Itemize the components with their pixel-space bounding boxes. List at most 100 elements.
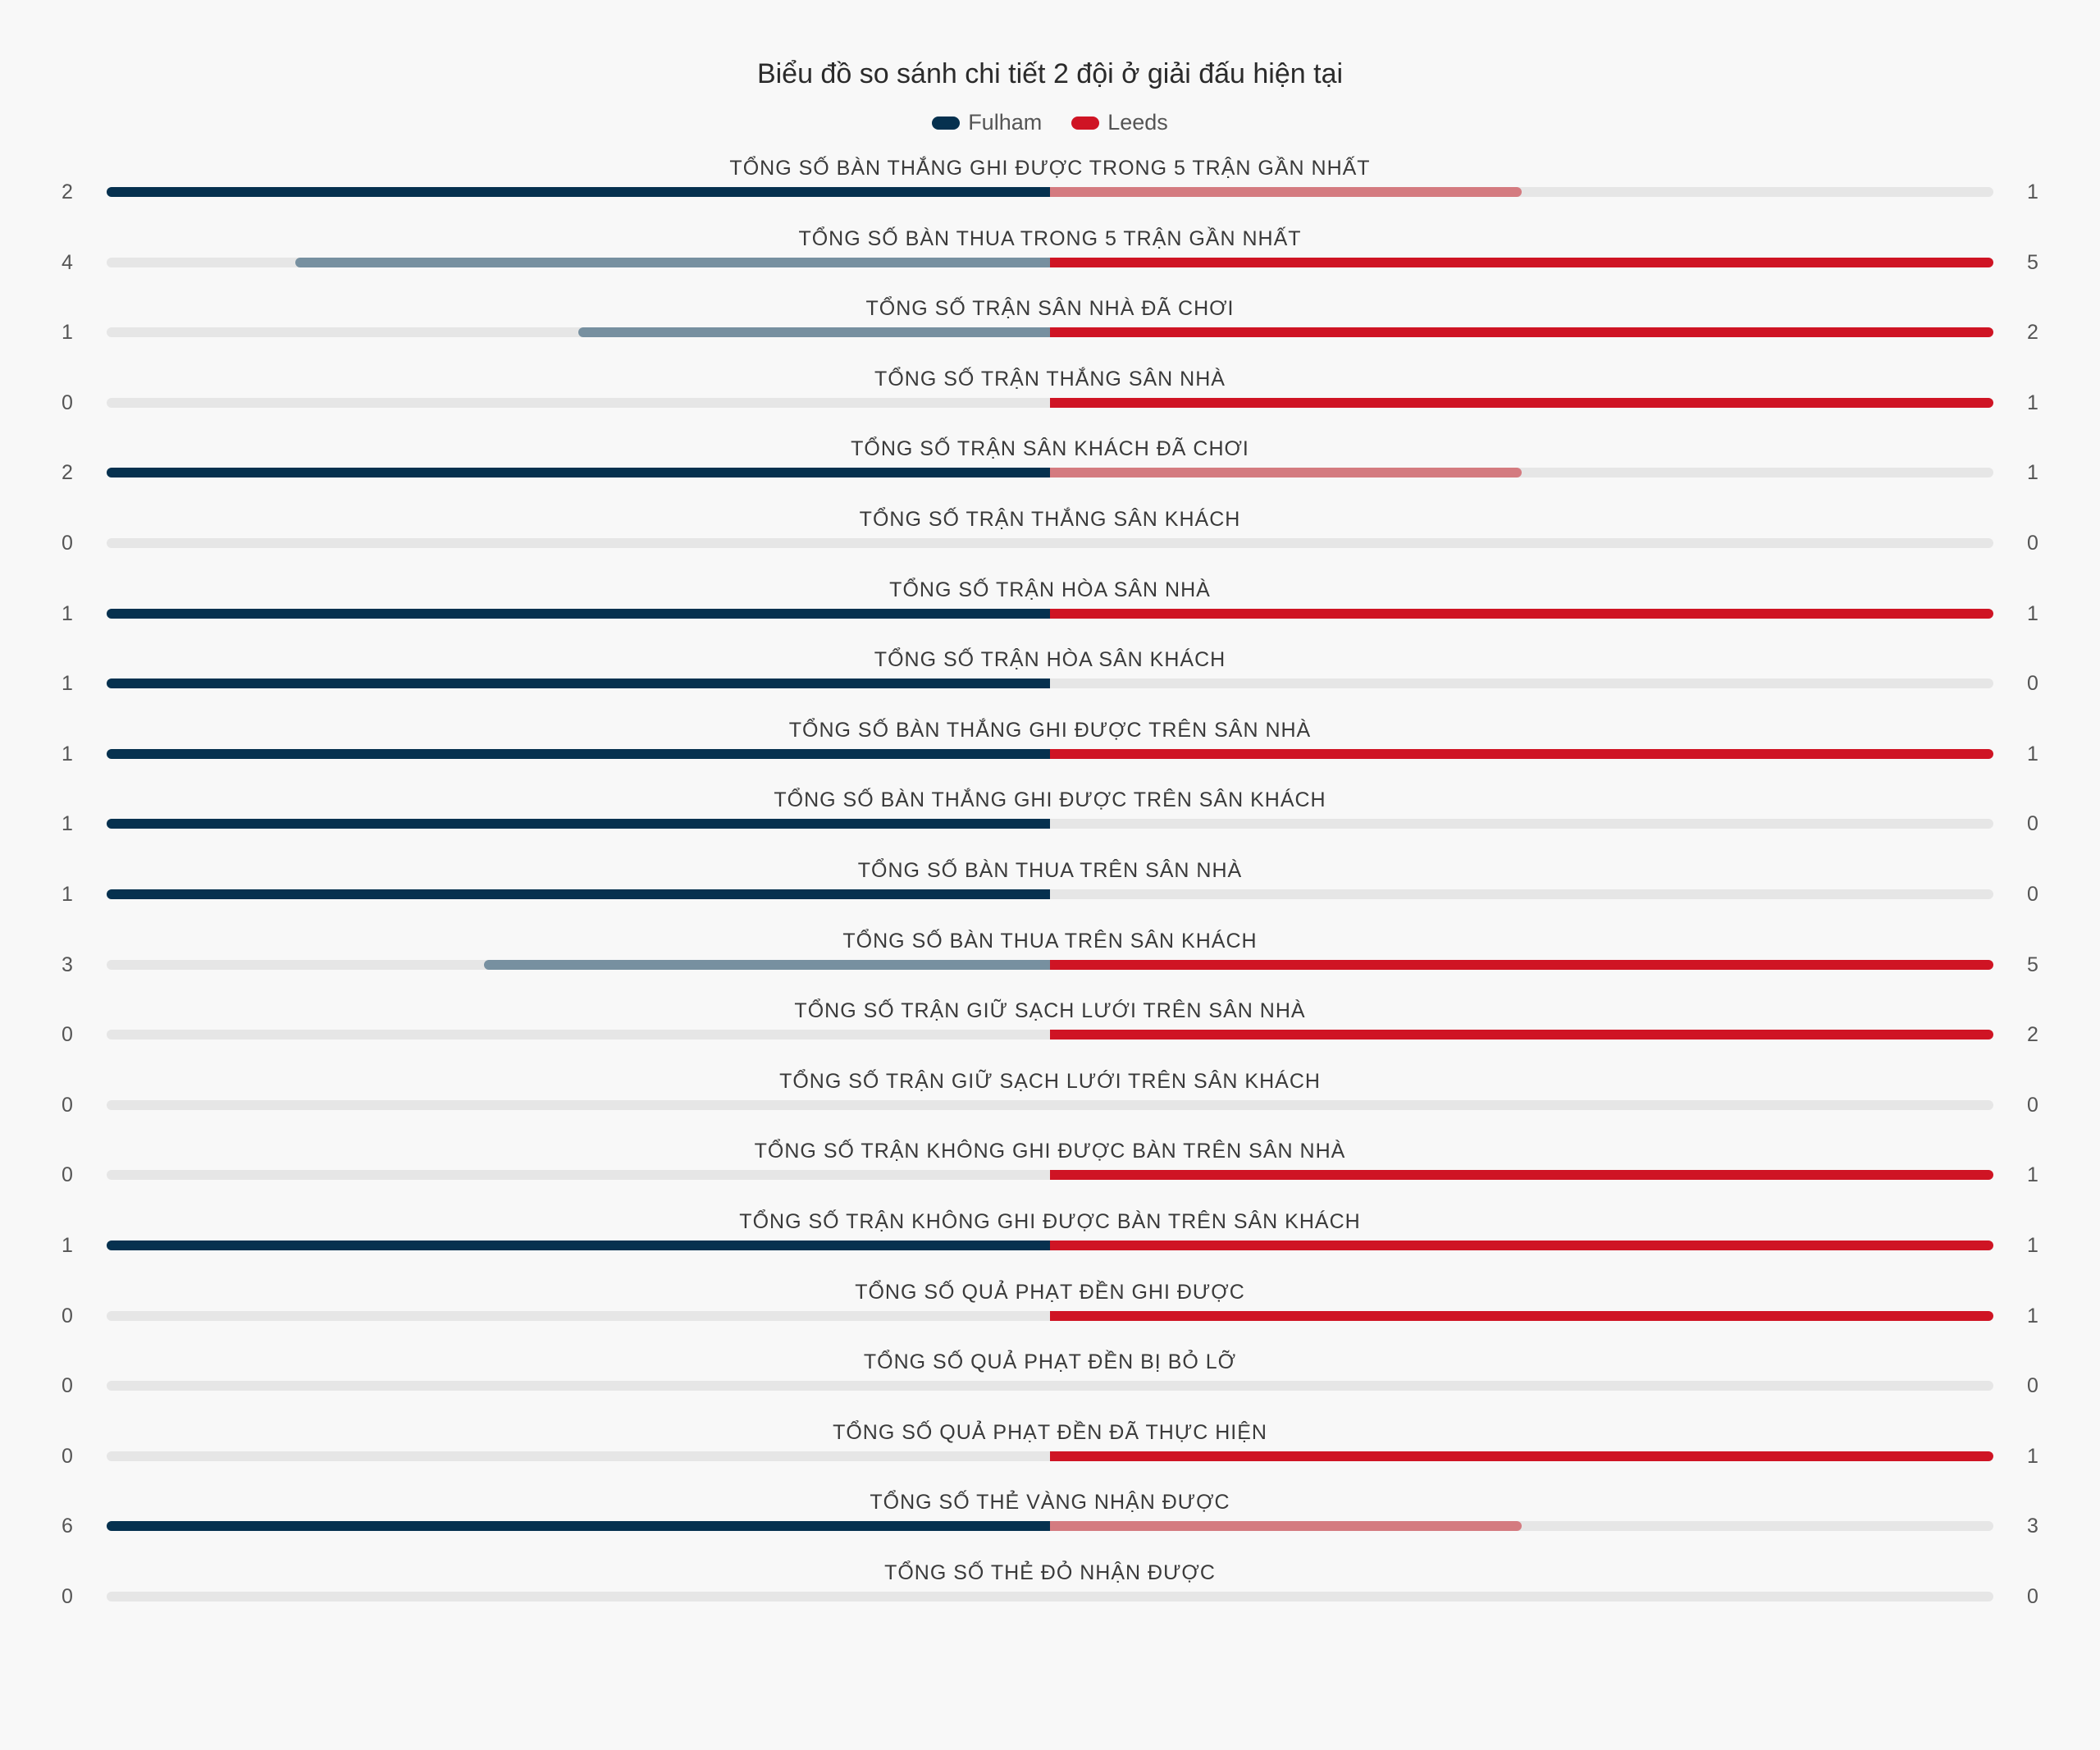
leeds-value: 0 xyxy=(2027,532,2038,555)
bar-track xyxy=(107,257,1993,267)
legend-item-leeds[interactable]: Leeds xyxy=(1071,110,1168,135)
stat-row: TỔNG SỐ TRẬN HÒA SÂN NHÀ 1 1 xyxy=(0,576,2100,647)
fulham-value: 0 xyxy=(62,1093,73,1117)
bar-track xyxy=(107,1592,1993,1602)
leeds-value: 5 xyxy=(2027,250,2038,274)
bar-track xyxy=(107,679,1993,689)
fulham-bar[interactable] xyxy=(295,257,1050,267)
fulham-bar[interactable] xyxy=(107,889,1050,899)
leeds-bar[interactable] xyxy=(1050,608,1993,619)
leeds-value: 1 xyxy=(2027,601,2038,625)
bar-track xyxy=(107,1241,1993,1250)
bar-track xyxy=(107,538,1993,548)
leeds-bar[interactable] xyxy=(1050,1521,1522,1532)
leeds-value: 1 xyxy=(2027,742,2038,765)
fulham-value: 0 xyxy=(62,1304,73,1327)
stat-label: TỔNG SỐ THẺ ĐỎ NHẬN ĐƯỢC xyxy=(884,1561,1216,1584)
stat-row: TỔNG SỐ TRẬN SÂN NHÀ ĐÃ CHƠI 1 2 xyxy=(0,295,2100,365)
stat-label: TỔNG SỐ QUẢ PHẠT ĐỀN GHI ĐƯỢC xyxy=(855,1280,1245,1304)
stat-label: TỔNG SỐ BÀN THẮNG GHI ĐƯỢC TRONG 5 TRẬN … xyxy=(729,157,1371,180)
leeds-bar[interactable] xyxy=(1050,468,1522,478)
bar-track xyxy=(107,1381,1993,1391)
bar-track xyxy=(107,608,1993,619)
stat-label: TỔNG SỐ QUẢ PHẠT ĐỀN ĐÃ THỰC HIỆN xyxy=(833,1420,1267,1444)
leeds-bar[interactable] xyxy=(1050,327,1993,338)
stat-label: TỔNG SỐ BÀN THẮNG GHI ĐƯỢC TRÊN SÂN NHÀ xyxy=(788,718,1312,742)
fulham-value: 6 xyxy=(62,1515,73,1538)
legend-item-fulham[interactable]: Fulham xyxy=(932,110,1042,135)
stat-row: TỔNG SỐ QUẢ PHẠT ĐỀN BỊ BỎ LỠ 0 0 xyxy=(0,1348,2100,1419)
leeds-bar[interactable] xyxy=(1050,959,1993,970)
bar-track xyxy=(107,327,1993,338)
leeds-bar[interactable] xyxy=(1050,748,1993,759)
leeds-bar[interactable] xyxy=(1050,1170,1993,1181)
leeds-value: 1 xyxy=(2027,391,2038,414)
leeds-value: 1 xyxy=(2027,1304,2038,1327)
stat-label: TỔNG SỐ TRẬN HÒA SÂN KHÁCH xyxy=(874,648,1226,672)
stat-row: TỔNG SỐ TRẬN SÂN KHÁCH ĐÃ CHƠI 2 1 xyxy=(0,435,2100,505)
stat-row: TỔNG SỐ BÀN THUA TRONG 5 TRẬN GẦN NHẤT 4 5 xyxy=(0,225,2100,295)
leeds-value: 1 xyxy=(2027,1163,2038,1187)
fulham-bar[interactable] xyxy=(107,819,1050,829)
stat-row: TỔNG SỐ QUẢ PHẠT ĐỀN GHI ĐƯỢC 0 1 xyxy=(0,1278,2100,1349)
leeds-value: 0 xyxy=(2027,1374,2038,1398)
stat-row: TỔNG SỐ TRẬN THẮNG SÂN NHÀ 0 1 xyxy=(0,365,2100,436)
stat-label: TỔNG SỐ TRẬN HÒA SÂN NHÀ xyxy=(889,578,1211,601)
leeds-value: 0 xyxy=(2027,883,2038,906)
bar-track xyxy=(107,187,1993,197)
fulham-value: 0 xyxy=(62,1023,73,1047)
fulham-value: 1 xyxy=(62,321,73,345)
leeds-value: 2 xyxy=(2027,321,2038,345)
fulham-value: 0 xyxy=(62,1163,73,1187)
leeds-bar[interactable] xyxy=(1050,1030,1993,1040)
leeds-bar[interactable] xyxy=(1050,257,1993,267)
leeds-value: 5 xyxy=(2027,953,2038,976)
leeds-value: 0 xyxy=(2027,812,2038,836)
stat-label: TỔNG SỐ TRẬN THẮNG SÂN NHÀ xyxy=(874,367,1226,391)
stat-label: TỔNG SỐ TRẬN GIỮ SẠCH LƯỚI TRÊN SÂN NHÀ xyxy=(794,999,1306,1023)
leeds-bar[interactable] xyxy=(1050,1451,1993,1461)
bar-track xyxy=(107,468,1993,478)
fulham-value: 0 xyxy=(62,1585,73,1608)
stat-row: TỔNG SỐ BÀN THUA TRÊN SÂN NHÀ 1 0 xyxy=(0,857,2100,927)
fulham-value: 0 xyxy=(62,532,73,555)
stat-label: TỔNG SỐ BÀN THUA TRÊN SÂN KHÁCH xyxy=(842,929,1258,953)
stat-row: TỔNG SỐ TRẬN GIỮ SẠCH LƯỚI TRÊN SÂN NHÀ 0… xyxy=(0,997,2100,1067)
fulham-value: 1 xyxy=(62,601,73,625)
stat-label: TỔNG SỐ BÀN THUA TRÊN SÂN NHÀ xyxy=(857,859,1243,882)
bar-track xyxy=(107,748,1993,759)
fulham-value: 1 xyxy=(62,672,73,696)
stat-label: TỔNG SỐ TRẬN SÂN NHÀ ĐÃ CHƠI xyxy=(865,297,1235,321)
fulham-bar[interactable] xyxy=(107,679,1050,689)
fulham-value: 2 xyxy=(62,461,73,485)
bar-track xyxy=(107,1521,1993,1532)
leeds-bar[interactable] xyxy=(1050,1310,1993,1321)
fulham-bar[interactable] xyxy=(107,608,1050,619)
leeds-value: 1 xyxy=(2027,180,2038,203)
leeds-bar[interactable] xyxy=(1050,397,1993,408)
fulham-bar[interactable] xyxy=(484,959,1050,970)
fulham-bar[interactable] xyxy=(107,1241,1050,1250)
leeds-bar[interactable] xyxy=(1050,187,1522,197)
leeds-value: 0 xyxy=(2027,1585,2038,1608)
fulham-bar[interactable] xyxy=(578,327,1050,338)
stat-row: TỔNG SỐ QUẢ PHẠT ĐỀN ĐÃ THỰC HIỆN 0 1 xyxy=(0,1419,2100,1489)
stat-row: TỔNG SỐ TRẬN HÒA SÂN KHÁCH 1 0 xyxy=(0,646,2100,716)
fulham-bar[interactable] xyxy=(107,187,1050,197)
fulham-bar[interactable] xyxy=(107,468,1050,478)
leeds-value: 0 xyxy=(2027,672,2038,696)
leeds-value: 1 xyxy=(2027,461,2038,485)
fulham-value: 1 xyxy=(62,742,73,765)
leeds-bar[interactable] xyxy=(1050,1241,1993,1250)
fulham-value: 3 xyxy=(62,953,73,976)
stat-label: TỔNG SỐ TRẬN SÂN KHÁCH ĐÃ CHƠI xyxy=(851,437,1249,461)
fulham-value: 0 xyxy=(62,1444,73,1468)
stat-row: TỔNG SỐ TRẬN GIỮ SẠCH LƯỚI TRÊN SÂN KHÁC… xyxy=(0,1067,2100,1138)
stat-row: TỔNG SỐ BÀN THẮNG GHI ĐƯỢC TRÊN SÂN NHÀ 1… xyxy=(0,716,2100,787)
bar-track xyxy=(107,889,1993,899)
bar-track xyxy=(107,819,1993,829)
fulham-value: 1 xyxy=(62,1234,73,1257)
fulham-bar[interactable] xyxy=(107,748,1050,759)
fulham-bar[interactable] xyxy=(107,1521,1050,1532)
